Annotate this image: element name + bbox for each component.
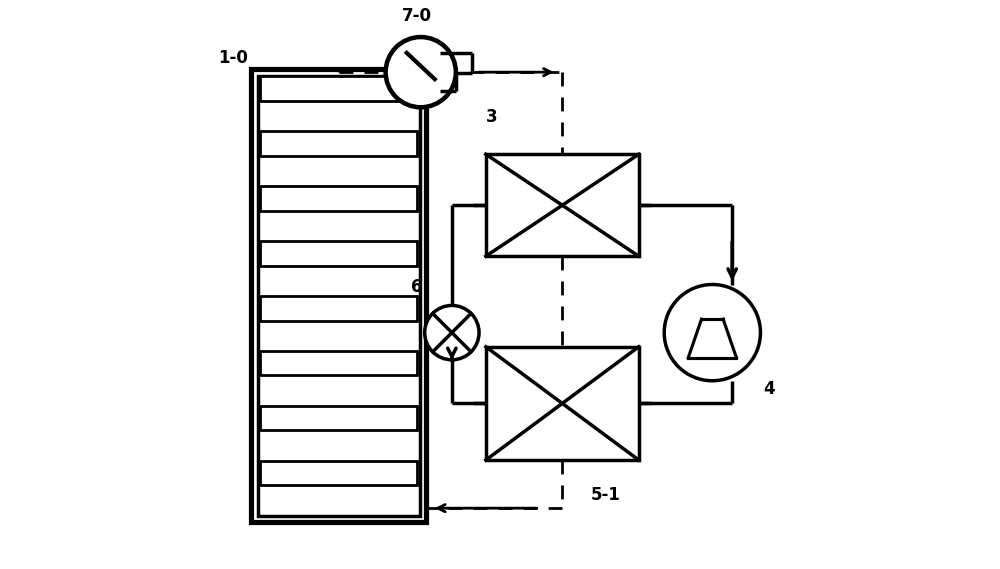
Bar	[260, 131, 417, 156]
Text: 3: 3	[486, 108, 497, 126]
Bar	[260, 351, 417, 376]
Bar	[260, 241, 417, 266]
Circle shape	[664, 284, 760, 381]
Bar	[260, 296, 417, 320]
Bar	[258, 76, 420, 516]
Text: 7-0: 7-0	[402, 7, 432, 24]
Circle shape	[425, 306, 479, 360]
Text: 6: 6	[411, 278, 422, 296]
Bar	[251, 69, 426, 522]
Bar	[260, 186, 417, 211]
Text: 4: 4	[763, 380, 775, 398]
Bar	[486, 154, 639, 256]
Bar	[260, 76, 417, 101]
Bar	[486, 347, 639, 460]
Text: 1-0: 1-0	[218, 49, 248, 67]
Circle shape	[386, 37, 456, 108]
Bar	[260, 406, 417, 430]
Bar	[260, 460, 417, 485]
Text: 5-1: 5-1	[591, 485, 620, 504]
